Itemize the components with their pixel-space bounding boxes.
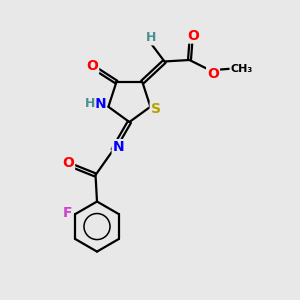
Text: F: F	[62, 206, 72, 220]
Text: O: O	[207, 67, 219, 81]
Text: S: S	[151, 102, 161, 116]
Text: O: O	[188, 28, 199, 43]
Text: H: H	[85, 97, 95, 110]
Text: H: H	[146, 32, 156, 44]
Text: N: N	[94, 97, 106, 111]
Text: N: N	[113, 140, 124, 154]
Text: CH₃: CH₃	[230, 64, 253, 74]
Text: O: O	[62, 156, 74, 170]
Text: O: O	[86, 59, 98, 73]
